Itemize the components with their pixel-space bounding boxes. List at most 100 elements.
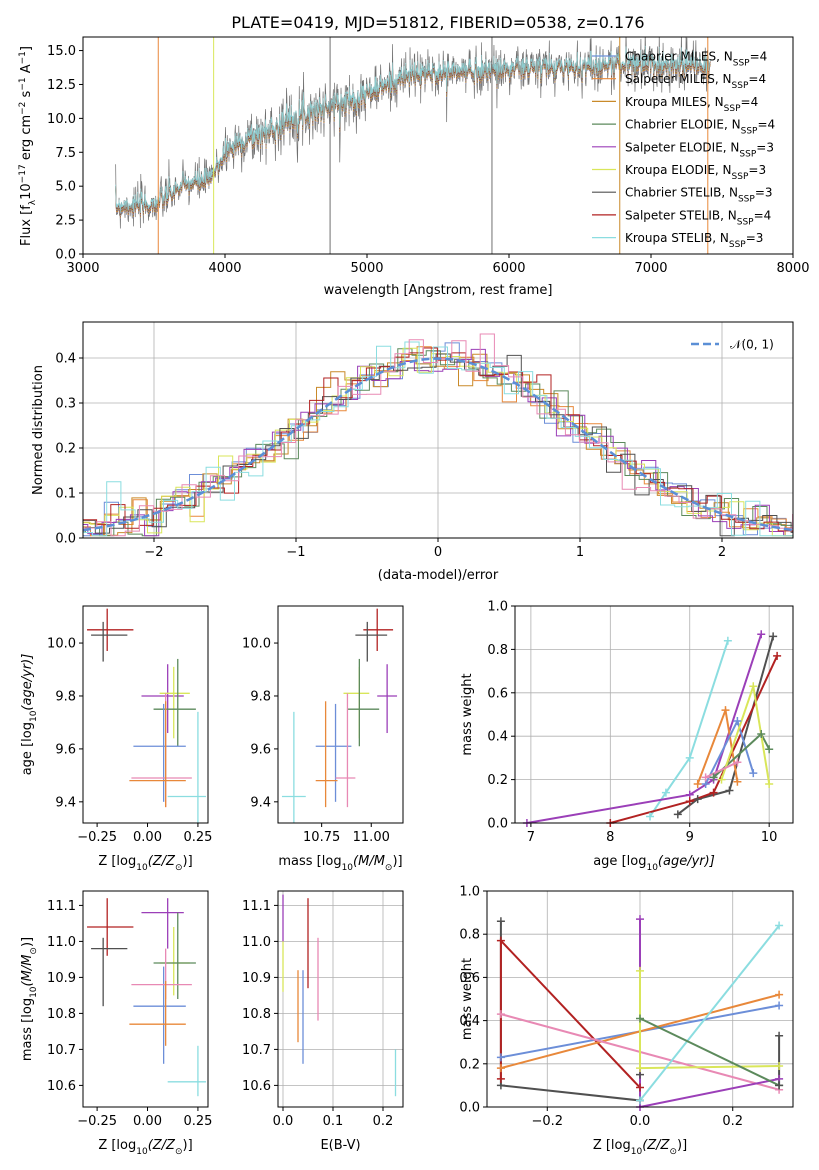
y-tick-label: 0.3 xyxy=(55,397,76,412)
plus-marker xyxy=(733,777,742,786)
residual-histogram xyxy=(83,353,793,537)
y-tick-label: 10.9 xyxy=(47,971,76,986)
y-tick-label: 0.2 xyxy=(487,773,508,788)
plus-marker xyxy=(496,1074,505,1083)
x-axis-label: Z [log10(Z/Z⊙)] xyxy=(98,1138,192,1157)
y-axis-label: mass weight xyxy=(460,673,475,755)
gaussian-curve xyxy=(83,357,793,532)
x-tick-label: 7000 xyxy=(634,261,667,276)
plus-marker xyxy=(709,788,718,797)
y-tick-label: 11.0 xyxy=(242,935,271,950)
plus-marker xyxy=(496,1053,505,1062)
plus-marker xyxy=(701,773,710,782)
plus-marker xyxy=(636,1096,644,1105)
weight-line xyxy=(649,640,729,818)
plus-marker xyxy=(636,1083,644,1092)
x-tick-label: −1 xyxy=(286,545,305,560)
figure-title: PLATE=0419, MJD=51812, FIBERID=0538, z=0… xyxy=(231,13,644,32)
y-tick-label: 0.6 xyxy=(487,686,508,701)
x-tick-label: 8000 xyxy=(776,261,809,276)
legend-label: Salpeter ELODIE, NSSP=3 xyxy=(625,140,774,159)
plus-marker xyxy=(757,730,766,739)
y-tick-label: 12.5 xyxy=(47,78,76,93)
y-tick-label: 0.0 xyxy=(459,1101,480,1116)
plus-marker xyxy=(733,758,742,767)
y-tick-label: 10.0 xyxy=(242,637,271,652)
y-tick-label: 10.0 xyxy=(47,637,76,652)
x-tick-label: 0 xyxy=(434,545,442,560)
y-tick-label: 10.6 xyxy=(47,1079,76,1094)
plus-marker xyxy=(673,810,682,819)
x-tick-label: 10.75 xyxy=(303,830,340,845)
axes-frame xyxy=(277,890,404,1108)
x-tick-label: 11.00 xyxy=(353,830,390,845)
y-tick-label: 0.4 xyxy=(487,730,508,745)
weight-line xyxy=(705,761,738,779)
plus-marker xyxy=(757,630,766,639)
legend-label-gaussian: 𝒩(0, 1) xyxy=(730,338,774,352)
x-axis-label: E(B-V) xyxy=(320,1138,360,1153)
plot-area-mass_vs_Z xyxy=(87,898,206,1097)
y-tick-label: 10.9 xyxy=(242,971,271,986)
y-tick-label: 11.0 xyxy=(47,935,76,950)
plus-marker xyxy=(636,966,644,975)
x-tick-label: 10 xyxy=(761,830,778,845)
axes-frame xyxy=(82,890,209,1108)
y-tick-label: 10.8 xyxy=(47,1007,76,1022)
axes-frame xyxy=(277,605,404,824)
plus-marker xyxy=(709,773,718,782)
x-tick-label: 1 xyxy=(576,545,584,560)
y-tick-label: 9.8 xyxy=(250,689,271,704)
x-tick-label: 4000 xyxy=(208,261,241,276)
plus-marker xyxy=(775,921,784,930)
plot-area-weight_vs_age xyxy=(526,633,779,823)
y-axis-label: mass weight xyxy=(460,958,475,1040)
y-tick-label: 9.4 xyxy=(250,795,271,810)
y-tick-label: 0.4 xyxy=(55,352,76,367)
plot-area-weight_vs_Z xyxy=(499,919,781,1107)
legend-label: Kroupa ELODIE, NSSP=3 xyxy=(625,163,766,182)
legend-label: Chabrier MILES, NSSP=4 xyxy=(625,50,767,69)
x-tick-label: 0.00 xyxy=(133,1114,162,1129)
y-tick-label: 1.0 xyxy=(487,600,508,615)
x-axis-label: (data-model)/error xyxy=(378,568,499,583)
x-tick-label: 7 xyxy=(527,830,535,845)
y-tick-label: 0.2 xyxy=(459,1057,480,1072)
plus-marker xyxy=(496,936,505,945)
y-tick-label: 0.0 xyxy=(487,817,508,832)
x-tick-label: −0.2 xyxy=(531,1114,563,1129)
plus-marker xyxy=(765,779,774,788)
plus-marker xyxy=(636,915,644,924)
legend-label: Kroupa STELIB, NSSP=3 xyxy=(625,231,763,250)
plus-marker xyxy=(717,775,726,784)
x-tick-label: 0.0 xyxy=(630,1114,651,1129)
y-tick-label: 10.6 xyxy=(242,1079,271,1094)
x-tick-label: 5000 xyxy=(350,261,383,276)
plus-marker xyxy=(693,779,702,788)
plus-marker xyxy=(775,990,784,999)
plus-marker xyxy=(646,812,655,821)
y-tick-label: 0.8 xyxy=(487,643,508,658)
x-tick-label: −0.25 xyxy=(77,1114,117,1129)
y-tick-label: 0.2 xyxy=(55,442,76,457)
y-tick-label: 0.0 xyxy=(55,248,76,263)
y-axis-label: mass [log10(M/M⊙)] xyxy=(20,937,39,1061)
axes-frame xyxy=(82,321,794,539)
y-tick-label: 0.4 xyxy=(459,1014,480,1029)
y-tick-label: 0.1 xyxy=(55,487,76,502)
y-tick-label: 11.1 xyxy=(47,899,76,914)
plus-marker xyxy=(685,797,694,806)
plot-area-residuals xyxy=(83,333,793,537)
y-tick-label: 9.6 xyxy=(250,742,271,757)
weight-line xyxy=(639,1017,780,1087)
x-tick-label: −2 xyxy=(144,545,163,560)
plus-marker xyxy=(725,786,734,795)
axes-frame xyxy=(82,36,794,255)
plus-marker xyxy=(775,1031,784,1040)
plus-marker xyxy=(496,1064,505,1073)
y-tick-label: 7.5 xyxy=(55,146,76,161)
model-spectrum-line xyxy=(115,45,711,214)
x-tick-label: 0.25 xyxy=(183,830,212,845)
plus-marker xyxy=(496,917,505,926)
